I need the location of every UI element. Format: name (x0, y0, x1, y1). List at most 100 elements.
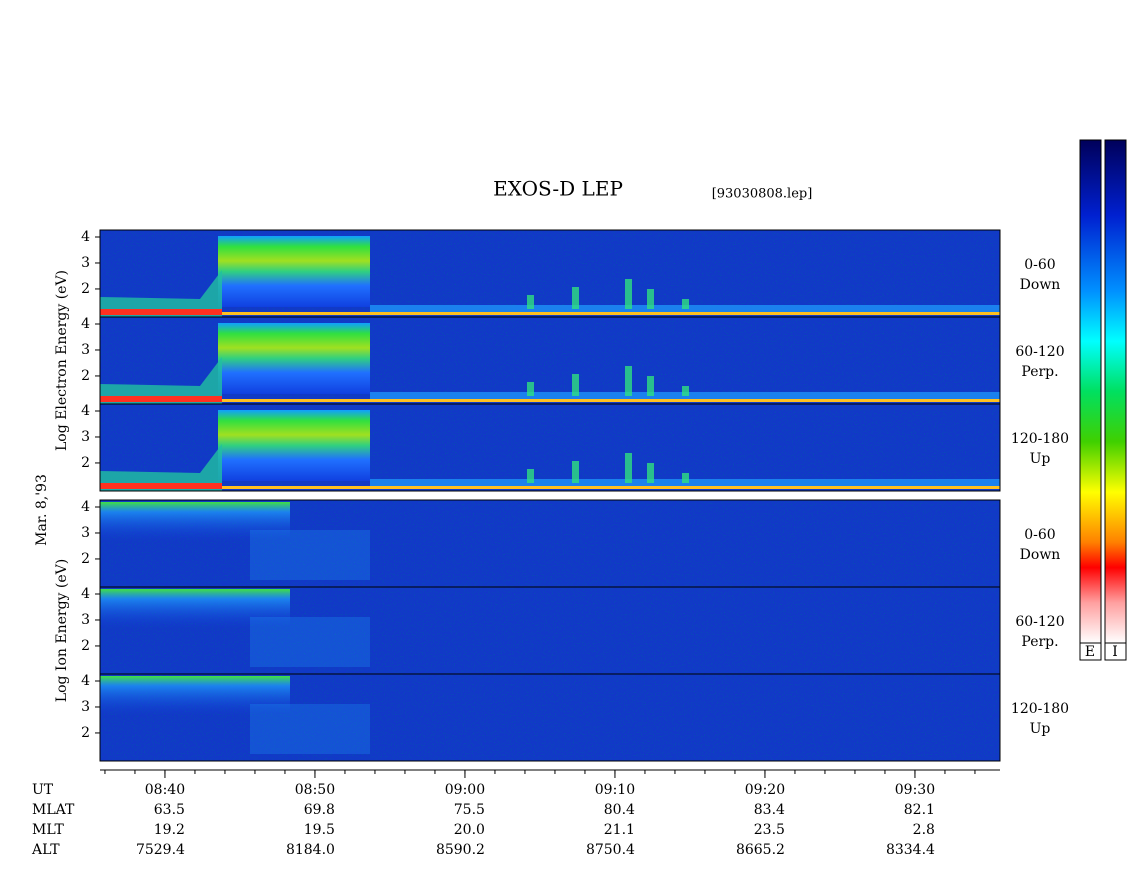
colorbar-i (1104, 139, 1127, 644)
electron-low (100, 444, 222, 491)
y-tick-label: 2 (81, 455, 90, 471)
colorbar: E I (1079, 139, 1127, 661)
electron-burst (625, 366, 632, 396)
ephemeris-value: 82.1 (904, 802, 935, 818)
y-tick-label: 2 (81, 551, 90, 567)
y-tick-label: 4 (81, 673, 90, 689)
ephemeris-value: 19.5 (304, 822, 335, 838)
electron-line (222, 486, 1000, 489)
y-tick-label: 3 (81, 429, 90, 445)
ephemeris-value: 69.8 (304, 802, 335, 818)
electron-burst (527, 382, 534, 396)
colorbar-box (1104, 642, 1127, 661)
y-tick-label: 3 (81, 612, 90, 628)
group-label: Log Electron Energy (eV) (54, 270, 70, 451)
y-tick-label: 4 (81, 586, 90, 602)
electron-burst (647, 463, 654, 483)
panel-angle: 120-180 (1011, 701, 1069, 717)
panel-angle: 60-120 (1015, 614, 1064, 630)
ion-beam-weak (250, 617, 370, 667)
electron-burst (572, 461, 579, 483)
x-tick-label: 09:20 (745, 782, 785, 798)
panel-frame (99, 403, 1001, 492)
ion-beam (100, 589, 290, 629)
colorbar-e (1079, 139, 1102, 644)
panel-angle: 120-180 (1011, 431, 1069, 447)
ephemeris-label: ALT (31, 842, 60, 858)
panel-direction: Perp. (1021, 634, 1058, 650)
electron-burst (647, 376, 654, 396)
ion-beam-weak (250, 704, 370, 754)
y-tick-label: 2 (81, 281, 90, 297)
electron-burst (572, 374, 579, 396)
electron-burst (527, 295, 534, 309)
ephemeris-value: 7529.4 (136, 842, 185, 858)
panel-angle: 60-120 (1015, 344, 1064, 360)
electron-low (100, 270, 222, 317)
ephemeris-value: 20.0 (454, 822, 485, 838)
colorbar-label: E (1085, 644, 1095, 660)
ephemeris-value: 8334.4 (886, 842, 935, 858)
electron-burst (682, 386, 689, 396)
y-tick-label: 2 (81, 638, 90, 654)
y-tick-label: 2 (81, 725, 90, 741)
x-tick-label: 08:50 (295, 782, 335, 798)
panel-angle: 0-60 (1024, 257, 1055, 273)
ephemeris-value: 8184.0 (286, 842, 335, 858)
panel-direction: Up (1030, 721, 1051, 737)
y-tick-label: 4 (81, 316, 90, 332)
electron-line (222, 399, 1000, 402)
ephemeris-value: 75.5 (454, 802, 485, 818)
colorbar-label: I (1112, 644, 1118, 660)
electron-burst (625, 279, 632, 309)
group-label: Log Ion Energy (eV) (54, 559, 70, 702)
panel-direction: Down (1020, 277, 1061, 293)
ephemeris-value: 63.5 (154, 802, 185, 818)
ion-beam (100, 676, 290, 716)
ephemeris-value: 23.5 (754, 822, 785, 838)
ephemeris-value: 8590.2 (436, 842, 485, 858)
panel-angle: 0-60 (1024, 527, 1055, 543)
y-tick-label: 3 (81, 255, 90, 271)
electron-beam (218, 323, 370, 394)
electron-beam (218, 410, 370, 481)
ephemeris-value: 19.2 (154, 822, 185, 838)
electron-burst (682, 473, 689, 483)
colorbar-box (1079, 642, 1102, 661)
ut-label: UT (32, 782, 54, 798)
electron-beam (218, 236, 370, 307)
panel-direction: Perp. (1021, 364, 1058, 380)
x-tick-label: 09:30 (895, 782, 935, 798)
date-label: Mar. 8,'93 (34, 474, 50, 546)
ephemeris-value: 8750.4 (586, 842, 635, 858)
y-tick-label: 3 (81, 525, 90, 541)
electron-burst (682, 299, 689, 309)
x-tick-label: 09:10 (595, 782, 635, 798)
electron-line (222, 312, 1000, 315)
ephemeris-value: 80.4 (604, 802, 635, 818)
electron-line (100, 483, 222, 489)
ion-beam-weak (250, 530, 370, 580)
ephemeris-value: 83.4 (754, 802, 785, 818)
chart-title: EXOS-D LEP (493, 177, 623, 201)
ion-beam (100, 502, 290, 542)
ephemeris-value: 8665.2 (736, 842, 785, 858)
y-tick-label: 3 (81, 342, 90, 358)
electron-burst (527, 469, 534, 483)
electron-burst (647, 289, 654, 309)
electron-burst (625, 453, 632, 483)
ephemeris-value: 21.1 (604, 822, 635, 838)
y-tick-label: 2 (81, 368, 90, 384)
electron-burst (572, 287, 579, 309)
y-tick-label: 3 (81, 699, 90, 715)
panel-frame (99, 673, 1001, 762)
y-tick-label: 4 (81, 403, 90, 419)
x-tick-label: 09:00 (445, 782, 485, 798)
ephemeris-label: MLT (32, 822, 64, 838)
electron-line (100, 396, 222, 402)
y-tick-label: 4 (81, 499, 90, 515)
electron-low (100, 357, 222, 404)
